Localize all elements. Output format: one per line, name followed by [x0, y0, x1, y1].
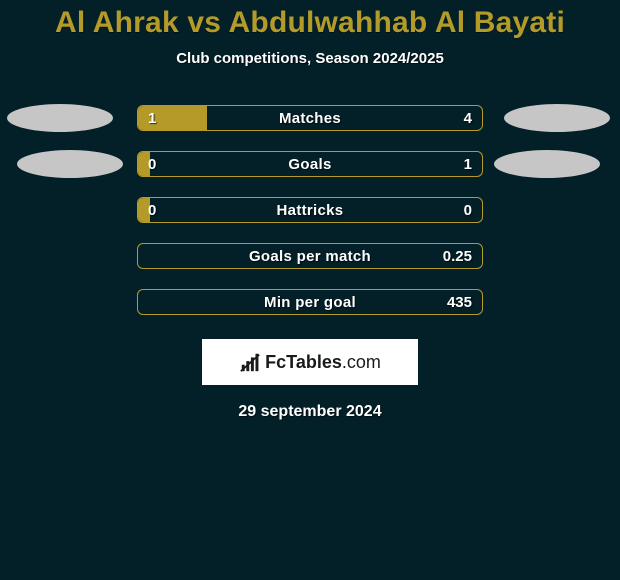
stat-row: Goals per match0.25	[0, 233, 620, 279]
fctables-logo: FcTables.com	[202, 339, 418, 385]
logo-prefix: Fc	[265, 352, 286, 372]
player-left-ellipse	[17, 150, 123, 178]
page-subtitle: Club competitions, Season 2024/2025	[176, 50, 444, 67]
bar-chart-icon	[239, 351, 261, 373]
stat-bar: Goals per match0.25	[137, 243, 483, 269]
player-left-ellipse	[7, 104, 113, 132]
stat-bar: 0Hattricks0	[137, 197, 483, 223]
stat-label: Goals	[138, 152, 482, 176]
stat-row: Min per goal435	[0, 279, 620, 325]
stat-row: 1Matches4	[0, 95, 620, 141]
stat-right-value: 0.25	[443, 244, 472, 268]
player-right-ellipse	[504, 104, 610, 132]
stat-bar: Min per goal435	[137, 289, 483, 315]
stat-bar: 1Matches4	[137, 105, 483, 131]
page-title: Al Ahrak vs Abdulwahhab Al Bayati	[55, 6, 565, 40]
logo-main: Tables	[286, 352, 342, 372]
stat-row: 0Hattricks0	[0, 187, 620, 233]
stat-right-value: 4	[464, 106, 472, 130]
stat-right-value: 435	[447, 290, 472, 314]
stat-row: 0Goals1	[0, 141, 620, 187]
snapshot-date: 29 september 2024	[238, 403, 381, 421]
comparison-card: Al Ahrak vs Abdulwahhab Al Bayati Club c…	[0, 0, 620, 421]
stat-rows: 1Matches40Goals10Hattricks0Goals per mat…	[0, 95, 620, 325]
stat-label: Min per goal	[138, 290, 482, 314]
stat-right-value: 1	[464, 152, 472, 176]
stat-right-value: 0	[464, 198, 472, 222]
stat-label: Goals per match	[138, 244, 482, 268]
logo-text: FcTables.com	[265, 352, 381, 373]
stat-label: Matches	[138, 106, 482, 130]
logo-suffix: .com	[342, 352, 381, 372]
stat-bar: 0Goals1	[137, 151, 483, 177]
stat-label: Hattricks	[138, 198, 482, 222]
player-right-ellipse	[494, 150, 600, 178]
